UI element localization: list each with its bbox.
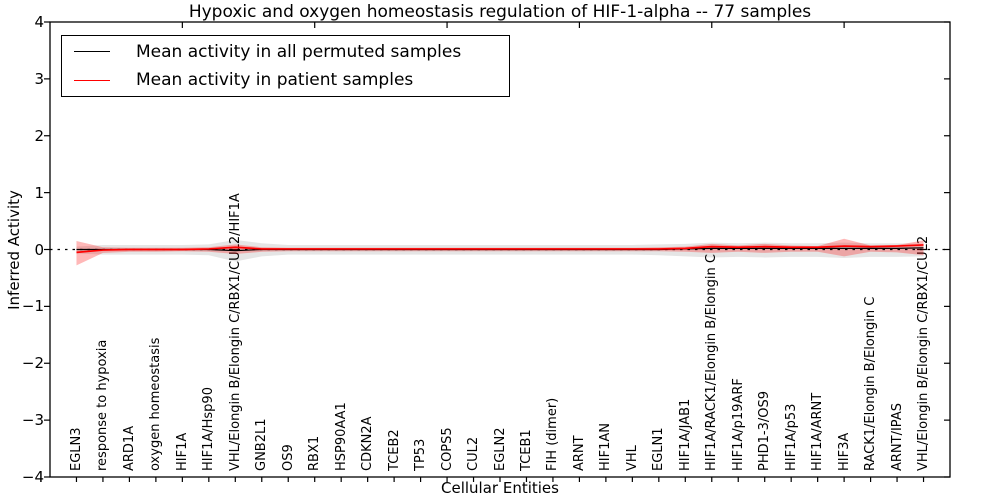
- x-tick-label: ARNT/IPAS: [889, 403, 905, 471]
- y-tick-label: 1: [34, 183, 44, 202]
- y-tick-label: −4: [21, 468, 44, 486]
- x-tick-label: oxygen homeostasis: [148, 337, 164, 471]
- x-tick-label: HIF1A: [174, 432, 190, 471]
- x-tick-label: TP53: [413, 438, 429, 471]
- x-tick-label: VHL/Elongin B/Elongin C/RBX1/CUL2/HIF1A: [227, 193, 243, 471]
- x-tick-label: ARNT: [571, 435, 587, 471]
- patient-samples-range-band: [76, 238, 924, 266]
- x-tick-label: VHL: [624, 445, 640, 471]
- patient-line-swatch-icon: [74, 79, 110, 81]
- x-tick-label: EGLN2: [492, 427, 508, 471]
- permuted-line-swatch-icon: [74, 51, 110, 53]
- y-tick-label: 0: [34, 240, 44, 259]
- x-tick-label: COPS5: [439, 427, 455, 471]
- y-tick-label: 4: [34, 13, 44, 31]
- x-tick-label: FIH (dimer): [545, 397, 561, 471]
- legend: Mean activity in all permuted samples Me…: [61, 35, 510, 97]
- x-tick-label: TCEB2: [386, 429, 402, 471]
- x-tick-label: RACK1/Elongin B/Elongin C: [863, 296, 879, 471]
- x-tick-label: OS9: [280, 444, 296, 471]
- x-tick-label: CDKN2A: [360, 416, 376, 471]
- y-tick-label: −3: [21, 411, 44, 430]
- legend-label-permuted: Mean activity in all permuted samples: [136, 41, 462, 62]
- x-tick-label: HIF1A/p53: [783, 403, 799, 471]
- x-tick-label: HIF1A/Hsp90: [201, 387, 217, 471]
- legend-label-patient: Mean activity in patient samples: [136, 70, 414, 91]
- x-tick-label: EGLN3: [68, 427, 84, 471]
- y-tick-label: 3: [34, 69, 44, 88]
- x-tick-label: EGLN1: [651, 427, 667, 471]
- x-tick-label: HIF1AN: [598, 423, 614, 471]
- x-tick-label: HIF1A/RACK1/Elongin B/Elongin C: [704, 254, 720, 471]
- x-tick-label: HSP90AA1: [333, 402, 349, 471]
- legend-entry-patient: Mean activity in patient samples: [62, 67, 509, 93]
- x-tick-label: response to hypoxia: [95, 339, 111, 471]
- y-tick-label: −1: [21, 297, 44, 316]
- y-tick-label: −2: [21, 354, 44, 373]
- y-tick-label: 2: [34, 126, 44, 145]
- x-tick-label: HIF1A/p19ARF: [730, 378, 746, 471]
- x-tick-label: VHL/Elongin B/Elongin C/RBX1/CUL2: [916, 235, 932, 471]
- x-tick-label: RBX1: [307, 435, 323, 471]
- x-tick-label: TCEB1: [518, 429, 534, 471]
- legend-entry-permuted: Mean activity in all permuted samples: [62, 39, 509, 65]
- x-tick-label: HIF3A: [836, 432, 852, 471]
- series-line-permuted: [76, 247, 924, 252]
- series-line-patient: [76, 244, 924, 254]
- x-axis-label: Cellular Entities: [441, 479, 559, 497]
- x-tick-label: PHD1-3/OS9: [757, 391, 773, 471]
- x-tick-label: GNB2L1: [254, 418, 270, 471]
- x-tick-label: HIF1A/ARNT: [810, 392, 826, 471]
- x-tick-label: CUL2: [466, 436, 482, 471]
- x-tick-label: ARD1A: [121, 425, 137, 471]
- chart-title: Hypoxic and oxygen homeostasis regulatio…: [188, 2, 812, 22]
- permuted-samples-range-band: [76, 239, 924, 262]
- x-tick-label: HIF1A/JAB1: [677, 398, 693, 471]
